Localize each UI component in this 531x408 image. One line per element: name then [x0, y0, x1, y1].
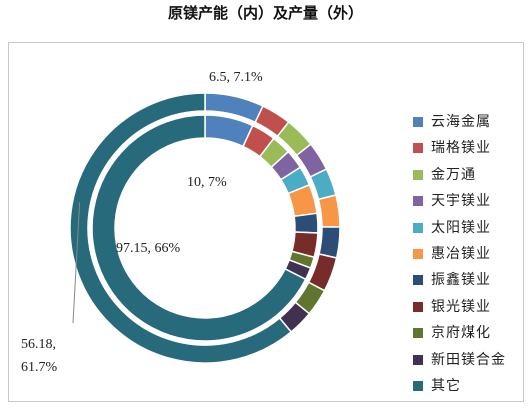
legend-label: 新田镁合金 [431, 351, 506, 368]
legend-swatch [413, 117, 423, 127]
chart-frame: 6.5, 7.1% 10, 7% 97.15, 66% 56.18, 61.7% 云海金… [8, 42, 524, 402]
legend-label: 京府煤化 [431, 325, 491, 342]
data-label-3: 56.18, [21, 337, 56, 352]
legend-item: 云海金属 [409, 109, 506, 135]
legend-label: 惠冶镁业 [431, 245, 491, 262]
legend-label: 云海金属 [431, 114, 491, 130]
legend-label: 其它 [431, 377, 461, 394]
outer-ring-slice-10 [69, 92, 293, 364]
legend-swatch [413, 275, 423, 286]
data-label-2: 97.15, 66% [116, 241, 181, 256]
leader-line-other [72, 202, 81, 324]
legend-swatch [413, 169, 423, 180]
legend-item: 太阳镁业 [409, 215, 506, 241]
donut-chart: 6.5, 7.1% 10, 7% 97.15, 66% 56.18, 61.7% [21, 70, 341, 375]
outer-ring-slice-5 [317, 194, 341, 228]
legend-item: 京府煤化 [409, 320, 506, 346]
legend-item: 金万通 [409, 162, 506, 188]
legend: 云海金属瑞格镁业金万通天宇镁业太阳镁业惠冶镁业振鑫镁业银光镁业京府煤化新田镁合金… [409, 109, 506, 399]
chart-title: 原镁产能（内）及产量（外） [167, 4, 363, 22]
legend-item: 惠冶镁业 [409, 241, 506, 267]
legend-item: 银光镁业 [409, 294, 506, 320]
legend-swatch [413, 354, 423, 365]
legend-swatch [413, 143, 423, 154]
inner-ring-slice-6 [293, 212, 319, 234]
legend-label: 银光镁业 [431, 298, 491, 315]
legend-label: 太阳镁业 [431, 219, 491, 236]
legend-label: 金万通 [431, 166, 476, 183]
data-label-0: 6.5, 7.1% [209, 70, 263, 85]
legend-swatch [413, 301, 423, 312]
legend-swatch [413, 222, 423, 233]
legend-swatch [413, 196, 423, 207]
legend-label: 天宇镁业 [431, 193, 491, 210]
data-label-4: 61.7% [21, 360, 58, 375]
legend-swatch [413, 248, 423, 259]
legend-item: 新田镁合金 [409, 347, 506, 373]
inner-ring-slice-10 [91, 114, 307, 342]
outer-ring-slice-6 [318, 226, 341, 259]
legend-swatch [413, 328, 423, 339]
legend-swatch [413, 380, 423, 391]
data-label-1: 10, 7% [187, 175, 227, 190]
legend-item: 振鑫镁业 [409, 267, 506, 293]
legend-item: 其它 [409, 373, 506, 399]
legend-item: 天宇镁业 [409, 188, 506, 214]
legend-label: 瑞格镁业 [431, 140, 491, 157]
legend-label: 振鑫镁业 [431, 272, 491, 289]
legend-item: 瑞格镁业 [409, 135, 506, 161]
